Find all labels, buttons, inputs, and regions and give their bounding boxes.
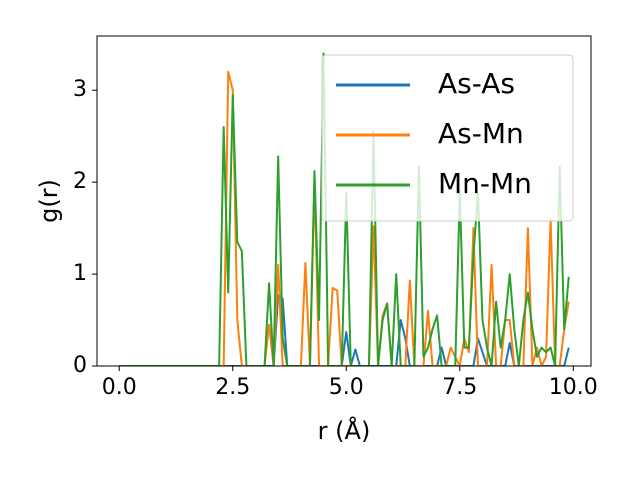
- series-line: [119, 52, 570, 366]
- plot-frame: [96, 35, 592, 367]
- x-tick-label: 7.5: [442, 375, 477, 400]
- x-axis-label: r (Å): [318, 416, 371, 445]
- series-line: [119, 294, 570, 366]
- y-tick-label: 1: [73, 261, 87, 286]
- x-tick-label: 0.0: [102, 375, 137, 400]
- legend-box: [321, 54, 574, 222]
- x-tick-label: 10.0: [549, 375, 598, 400]
- x-tick-label: 5.0: [329, 375, 364, 400]
- legend-label: As-As: [438, 67, 515, 100]
- y-tick-label: 3: [73, 77, 87, 102]
- series-line: [119, 70, 570, 366]
- y-axis-label: g(r): [35, 179, 63, 223]
- legend-label: Mn-Mn: [438, 167, 532, 200]
- x-tick-label: 2.5: [215, 375, 250, 400]
- y-tick-label: 0: [73, 353, 87, 378]
- legend-label: As-Mn: [438, 117, 524, 150]
- y-tick-label: 2: [73, 169, 87, 194]
